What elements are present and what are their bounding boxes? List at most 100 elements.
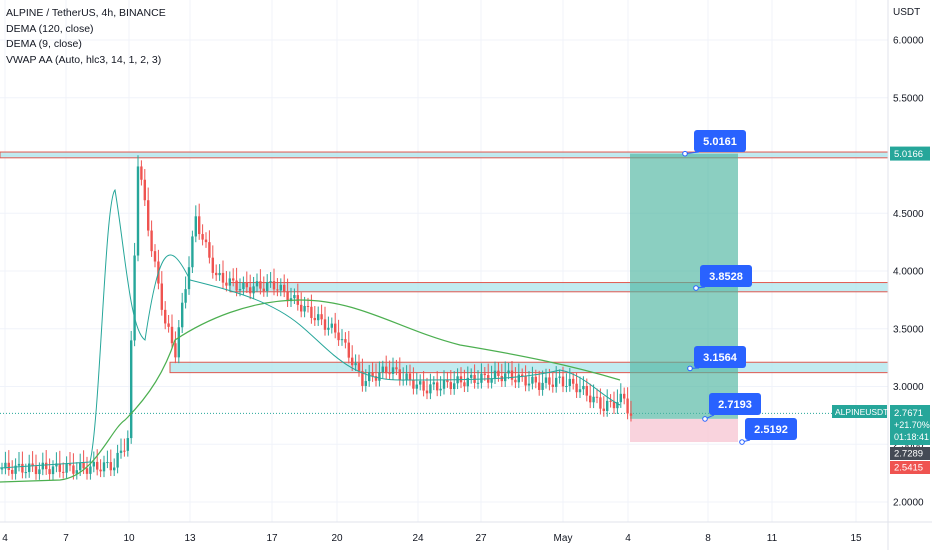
symbol-title: ALPINE / TetherUS, 4h, BINANCE (6, 7, 166, 19)
candle-body (357, 363, 361, 372)
candle-body (531, 376, 534, 384)
candle-body (215, 272, 218, 276)
y-tick-label: 2.5000 (893, 440, 924, 451)
y-tick-label: 2.0000 (893, 498, 924, 509)
candle-body (429, 384, 432, 394)
candle-body (28, 463, 31, 473)
callout-anchor (693, 285, 699, 291)
y-tick-label: 6.0000 (893, 36, 924, 47)
candle-body (17, 463, 21, 466)
callout-anchor (739, 439, 745, 445)
candle-body (436, 382, 439, 391)
candle-body (493, 370, 497, 379)
x-tick-label: 4 (625, 533, 631, 544)
axis-label-price-3-bg (890, 461, 930, 474)
candle-body (415, 384, 418, 389)
callout-anchor (687, 365, 693, 372)
candle-body (306, 305, 310, 307)
candle-body (595, 396, 599, 398)
candle-body (463, 382, 466, 387)
candle-body (453, 383, 456, 390)
candle-body (211, 257, 214, 273)
candle-body (514, 379, 517, 383)
candle-body (221, 272, 225, 283)
candle-body (48, 469, 51, 475)
candle-body (276, 289, 279, 291)
indicator-vwap[interactable]: VWAP AA (Auto, hlc3, 14, 1, 2, 3) (6, 53, 162, 66)
candle-body (126, 438, 129, 451)
candle-body (354, 363, 357, 366)
candle-body (218, 272, 221, 276)
axis-label-price-3: 2.5415 (894, 463, 923, 474)
candle-body (327, 327, 330, 330)
chart-grid (0, 0, 888, 522)
candle-body (262, 288, 265, 292)
y-tick-label: 4.0000 (893, 267, 924, 278)
y-tick-label: 4.5000 (893, 209, 924, 220)
candle-body (534, 376, 537, 383)
candle-body (626, 398, 629, 414)
candle-body (344, 339, 347, 343)
candle-body (551, 384, 554, 387)
candle-body (14, 465, 17, 474)
candle-body (548, 377, 551, 385)
candle-body (395, 367, 398, 370)
candle-body (374, 376, 378, 381)
candle-body (269, 281, 272, 283)
callout-value: 2.5192 (754, 424, 788, 436)
time-axis: 4 7 10 13 17 20 24 27 May 4 8 11 15 (0, 521, 932, 544)
candle-body (153, 251, 157, 262)
candle-body (238, 289, 242, 291)
candle-body (524, 376, 527, 386)
candle-body (466, 377, 469, 387)
callout-box (694, 130, 746, 152)
candle-body (123, 450, 126, 452)
candle-body (378, 372, 381, 381)
candle-body (92, 461, 95, 467)
price-change: +21.70% (894, 420, 930, 430)
candle-body (405, 373, 408, 380)
candle-body (21, 463, 24, 473)
candle-body (432, 382, 435, 385)
candle-body (45, 462, 48, 470)
candle-body (38, 469, 41, 475)
candle-body (582, 385, 585, 390)
candle-body (167, 323, 170, 327)
candle-body (147, 200, 150, 231)
candle-body (323, 319, 327, 330)
candle-body (198, 216, 201, 235)
candle-body (504, 373, 507, 382)
callout-value: 3.8528 (709, 271, 743, 283)
callout-anchor (682, 150, 688, 157)
candle-body (72, 465, 75, 474)
candle-body (143, 179, 146, 201)
candle-body (272, 281, 276, 290)
candle-body (174, 343, 177, 358)
x-tick-label: 17 (266, 533, 278, 544)
candle-body (565, 386, 568, 388)
axis-label-level-bg (890, 146, 930, 161)
callout-value: 3.1564 (703, 352, 738, 364)
price-axis: 6.00005.50005.00004.50004.00003.50003.00… (832, 0, 930, 550)
callout-value: 5.0161 (703, 136, 737, 148)
candle-body (589, 395, 592, 403)
candle-body (592, 396, 595, 403)
currency-label: USDT (893, 7, 920, 18)
candle-body (381, 366, 384, 373)
candle-body (89, 466, 92, 474)
candle-body (286, 291, 289, 302)
last-price: 2.7671 (894, 408, 923, 419)
candle-body (293, 295, 296, 299)
callout-box (694, 346, 746, 368)
indicator-dema-9[interactable]: DEMA (9, close) (6, 38, 82, 50)
candle-body (0, 468, 4, 470)
candle-body (68, 464, 72, 466)
candle-body (364, 381, 367, 386)
dema-120-line (0, 299, 621, 483)
candle-body (572, 378, 575, 384)
candle-body (568, 378, 571, 387)
indicator-dema-120[interactable]: DEMA (120, close) (6, 22, 94, 35)
candle-body (412, 379, 415, 389)
candle-body (351, 357, 354, 366)
